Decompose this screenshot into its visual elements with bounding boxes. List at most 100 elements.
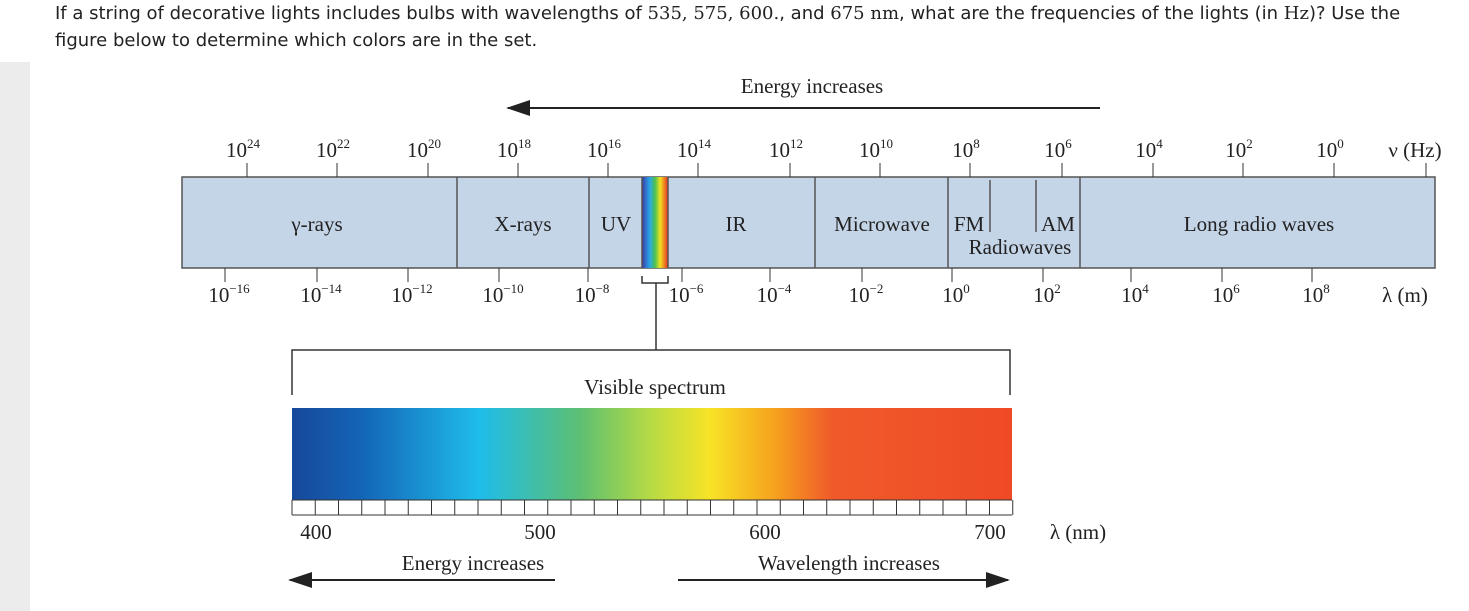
question-text: , what are the frequencies of the lights… xyxy=(899,3,1284,24)
base: 10 xyxy=(669,283,690,307)
wavelength-label: 10−12 xyxy=(391,281,432,307)
base: 10 xyxy=(497,138,518,162)
exponent: 6 xyxy=(1065,136,1072,151)
base: 10 xyxy=(300,283,321,307)
wavelength-label: 10−16 xyxy=(208,281,250,307)
exponent: −12 xyxy=(412,281,432,296)
wavelength-label: 108 xyxy=(1302,281,1330,307)
exponent: 10 xyxy=(880,136,893,151)
frequency-label: 1020 xyxy=(407,136,441,162)
exponent: 2 xyxy=(1054,281,1061,296)
exponent: 14 xyxy=(698,136,712,151)
exponent: −4 xyxy=(778,281,792,296)
exponent: 0 xyxy=(963,281,970,296)
frequency-label: 102 xyxy=(1225,136,1253,162)
exponent: 2 xyxy=(1246,136,1253,151)
frequency-label: 108 xyxy=(952,136,980,162)
nm-label: 400 xyxy=(300,520,332,544)
base: 10 xyxy=(1121,283,1142,307)
region-label: UV xyxy=(601,212,631,236)
frequency-label: 1014 xyxy=(677,136,712,162)
nm-unit: λ (nm) xyxy=(1050,520,1106,544)
wavelength-unit: λ (m) xyxy=(1382,283,1428,307)
visible-gradient xyxy=(292,408,1012,500)
base: 10 xyxy=(952,138,973,162)
wavelength-label: 100 xyxy=(942,281,970,307)
region-label: Microwave xyxy=(834,212,930,236)
base: 10 xyxy=(1225,138,1246,162)
base: 10 xyxy=(1135,138,1156,162)
base: 10 xyxy=(587,138,608,162)
region-label: AM xyxy=(1041,212,1075,236)
wavelength-label: 102 xyxy=(1033,281,1061,307)
question-text: If a string of decorative lights include… xyxy=(55,3,648,24)
exponent: 12 xyxy=(790,136,803,151)
exponent: 6 xyxy=(1233,281,1240,296)
exponent: −8 xyxy=(596,281,610,296)
frequency-label: 106 xyxy=(1044,136,1072,162)
exponent: 8 xyxy=(1323,281,1330,296)
wavelength-label: 10−6 xyxy=(669,281,704,307)
exponent: 8 xyxy=(973,136,980,151)
frequency-label: 1010 xyxy=(859,136,893,162)
exponent: −10 xyxy=(503,281,523,296)
base: 10 xyxy=(482,283,503,307)
visible-label: Visible spectrum xyxy=(584,375,726,399)
question: If a string of decorative lights include… xyxy=(55,0,1415,54)
exponent: −6 xyxy=(690,281,704,296)
base: 10 xyxy=(757,283,778,307)
base: 10 xyxy=(391,283,412,307)
region-dividers xyxy=(456,177,1081,268)
base: 10 xyxy=(575,283,596,307)
base: 10 xyxy=(942,283,963,307)
region-label: X-rays xyxy=(494,212,551,236)
frequency-label: 1018 xyxy=(497,136,531,162)
exponent: −16 xyxy=(229,281,250,296)
base: 10 xyxy=(407,138,428,162)
visible-connector xyxy=(291,276,1011,395)
region-label: Radiowaves xyxy=(969,235,1072,259)
exponent: −2 xyxy=(870,281,884,296)
question-text: 535, 575, 600. xyxy=(647,3,780,24)
nm-label: 500 xyxy=(524,520,556,544)
base: 10 xyxy=(1044,138,1065,162)
frequency-label: 1024 xyxy=(226,136,261,162)
question-text: , and xyxy=(779,3,831,24)
nm-label: 700 xyxy=(974,520,1006,544)
exponent: 4 xyxy=(1156,136,1163,151)
exponent: 24 xyxy=(247,136,261,151)
base: 10 xyxy=(677,138,698,162)
base: 10 xyxy=(208,283,229,307)
spectrum-band xyxy=(181,176,1436,269)
wavelength-label: 106 xyxy=(1212,281,1240,307)
wavelength-label: 10−10 xyxy=(482,281,523,307)
question-text: 675 xyxy=(830,3,865,24)
wavelength-label: 10−8 xyxy=(575,281,610,307)
exponent: 18 xyxy=(518,136,531,151)
question-text: nm xyxy=(864,3,900,24)
base: 10 xyxy=(316,138,337,162)
wavelength-label: 10−2 xyxy=(849,281,884,307)
visible-strip xyxy=(642,177,668,268)
frequency-label: 1012 xyxy=(769,136,803,162)
base: 10 xyxy=(1302,283,1323,307)
base: 10 xyxy=(849,283,870,307)
exponent: 22 xyxy=(337,136,350,151)
exponent: 0 xyxy=(1337,136,1344,151)
region-label: Long radio waves xyxy=(1184,212,1334,236)
base: 10 xyxy=(1033,283,1054,307)
nm-ruler xyxy=(291,499,1014,516)
frequency-unit: ν (Hz) xyxy=(1388,138,1441,162)
exponent: 4 xyxy=(1142,281,1149,296)
frequency-label: 104 xyxy=(1135,136,1163,162)
question-text: )? Use the figure below to determine whi… xyxy=(55,3,1401,51)
frequency-label: 1016 xyxy=(587,136,622,162)
top-arrow-label: Energy increases xyxy=(741,74,883,98)
side-panel xyxy=(0,62,30,611)
exponent: −14 xyxy=(321,281,342,296)
exponent: 16 xyxy=(608,136,622,151)
wavelength-label: 104 xyxy=(1121,281,1149,307)
base: 10 xyxy=(859,138,880,162)
